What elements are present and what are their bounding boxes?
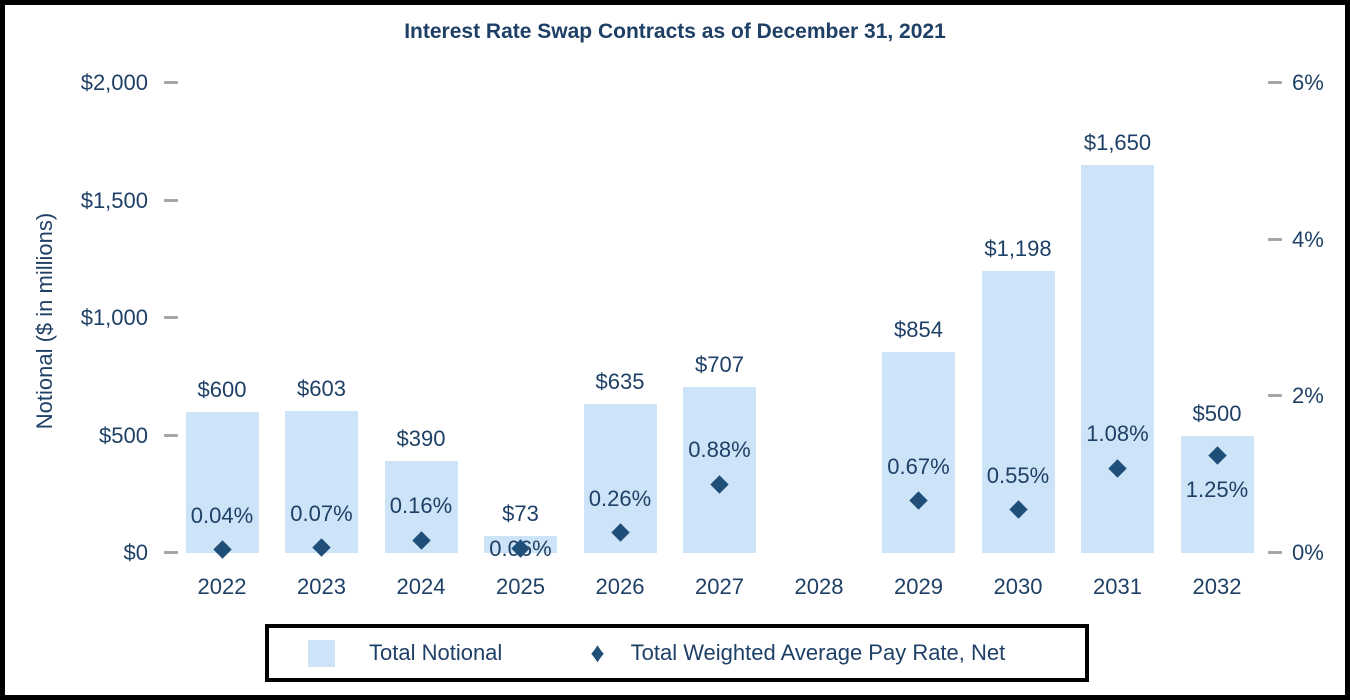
legend-swatch-total-notional (308, 639, 335, 667)
left-axis-tick-label: $1,500 (80, 187, 148, 213)
notional-value-label-2029: $854 (894, 317, 943, 343)
notional-bar-2029 (882, 352, 955, 553)
left-axis-tick-label: $1,000 (80, 305, 148, 330)
left-axis-tick-mark (164, 551, 178, 554)
chart-title: Interest Rate Swap Contracts as of Decem… (404, 20, 946, 43)
notional-value-label-2025: $73 (502, 500, 539, 526)
right-axis-tick-label: 0% (1292, 540, 1324, 565)
notional-bar-2031 (1081, 165, 1154, 553)
x-axis-label-2030: 2030 (993, 574, 1043, 599)
left-axis-tick-label: $500 (99, 422, 148, 448)
left-axis-tick-mark (164, 433, 178, 437)
pay-rate-label-2026: 0.26% (588, 485, 652, 511)
notional-bar-2027 (683, 386, 756, 553)
notional-value-label-2030: $1,198 (984, 236, 1052, 262)
left-axis-tick-mark (164, 316, 178, 319)
notional-value-label-2026: $635 (595, 368, 645, 394)
notional-bar-2023 (285, 411, 358, 553)
notional-value-label-2022: $600 (197, 377, 247, 402)
notional-bar-2022 (185, 412, 259, 553)
legend-label-pay-rate: Total Weighted Average Pay Rate, Net (630, 640, 1006, 665)
x-axis-label-2027: 2027 (695, 574, 744, 599)
right-axis-tick-mark (1268, 551, 1282, 554)
x-axis-label-2031: 2031 (1093, 574, 1142, 599)
x-axis-label-2025: 2025 (496, 574, 545, 599)
pay-rate-label-2023: 0.07% (290, 500, 353, 526)
left-axis-tick-label: $0 (123, 540, 148, 565)
x-axis-label-2032: 2032 (1192, 574, 1242, 599)
right-axis-tick-mark (1268, 237, 1282, 241)
right-axis-tick-label: 4% (1292, 226, 1324, 252)
legend-label-total-notional: Total Notional (369, 640, 503, 665)
notional-value-label-2032: $500 (1192, 400, 1242, 426)
pay-rate-label-2024: 0.16% (389, 493, 453, 519)
right-axis-tick-mark (1268, 81, 1282, 84)
x-axis-label-2022: 2022 (197, 574, 247, 599)
pay-rate-label-2027: 0.88% (688, 437, 751, 463)
right-axis-tick-mark (1268, 394, 1282, 398)
pay-rate-label-2031: 1.08% (1086, 421, 1149, 447)
x-axis-label-2023: 2023 (297, 574, 346, 599)
notional-value-label-2023: $603 (297, 376, 346, 402)
pay-rate-label-2029: 0.67% (887, 453, 950, 479)
x-axis-label-2026: 2026 (595, 574, 645, 599)
pay-rate-label-2022: 0.04% (190, 502, 254, 528)
x-axis-label-2029: 2029 (894, 574, 943, 599)
notional-value-label-2027: $707 (695, 351, 744, 377)
x-axis-label-2024: 2024 (396, 574, 446, 599)
notional-value-label-2031: $1,650 (1083, 130, 1152, 156)
x-axis-label-2028: 2028 (794, 574, 844, 599)
left-axis-tick-mark (164, 198, 178, 202)
left-axis-tick-label: $2,000 (80, 70, 148, 95)
legend: Total Notional ♦ Total Weighted Average … (265, 624, 1089, 682)
right-axis-tick-label: 6% (1292, 70, 1324, 95)
notional-value-label-2024: $390 (396, 426, 446, 452)
left-axis-tick-mark (164, 81, 178, 84)
pay-rate-label-2030: 0.55% (986, 462, 1050, 488)
legend-diamond-icon: ♦ (590, 637, 605, 668)
right-axis-tick-label: 2% (1292, 383, 1324, 409)
pay-rate-label-2032: 1.25% (1185, 477, 1249, 503)
